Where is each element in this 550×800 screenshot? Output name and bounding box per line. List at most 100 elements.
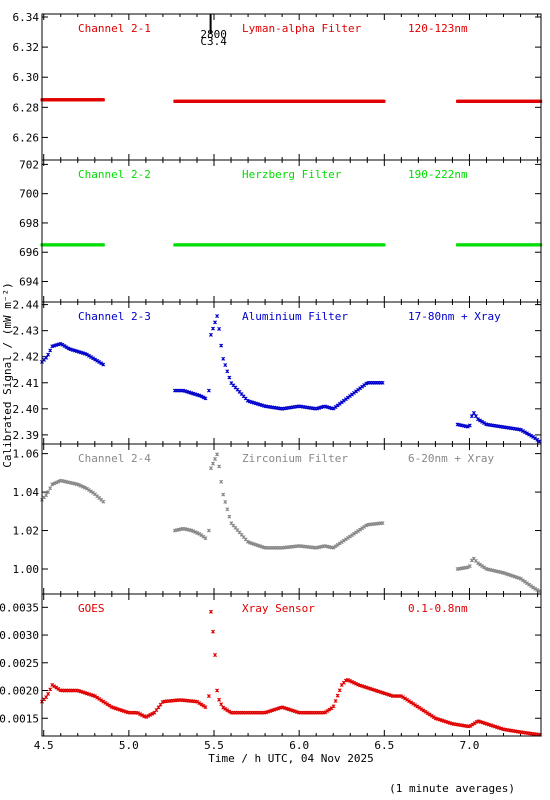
data-point	[206, 694, 211, 699]
data-point	[467, 423, 472, 428]
y-tick-label: 702	[19, 158, 39, 171]
series-segment	[40, 683, 208, 719]
data-point	[99, 698, 104, 703]
data-point	[223, 499, 228, 504]
data-point	[407, 699, 412, 704]
data-point	[403, 696, 408, 701]
data-point	[364, 523, 369, 528]
data-point	[62, 344, 67, 348]
data-point	[227, 375, 232, 380]
data-point	[44, 493, 49, 498]
panel-channel-name: Channel 2-2	[78, 168, 151, 181]
series-segment	[172, 526, 208, 541]
series-segment	[40, 341, 106, 367]
series-segment	[456, 243, 543, 247]
data-point	[76, 482, 81, 487]
y-axis-title: Calibrated Signal / (mW m⁻²)	[1, 282, 14, 467]
data-point	[427, 712, 432, 717]
data-point	[215, 314, 220, 319]
data-point	[206, 528, 211, 533]
data-point	[325, 708, 330, 713]
data-point	[468, 723, 473, 728]
y-tick-label: 6.32	[13, 41, 40, 54]
data-point	[480, 419, 485, 424]
data-point	[219, 702, 224, 707]
data-point	[203, 536, 208, 541]
data-point	[105, 702, 110, 707]
data-point	[527, 432, 532, 437]
x-tick-label: 5.5	[204, 739, 224, 752]
data-point	[191, 529, 196, 534]
panel-band: 17-80nm + Xray	[408, 310, 501, 323]
data-point	[208, 332, 213, 337]
data-point	[66, 346, 71, 351]
data-point	[245, 539, 250, 544]
data-point	[471, 411, 476, 415]
series-segment	[173, 243, 386, 247]
data-point	[206, 388, 211, 393]
data-point	[46, 352, 51, 357]
data-point	[101, 98, 105, 102]
data-point	[99, 361, 104, 366]
series-segment	[40, 243, 105, 247]
data-point	[44, 355, 49, 360]
data-point	[203, 705, 208, 710]
data-point	[405, 697, 410, 702]
y-tick-label: 1.04	[13, 486, 40, 499]
data-point	[520, 429, 525, 433]
data-point	[525, 431, 529, 436]
data-point	[195, 531, 200, 535]
data-point	[478, 418, 482, 423]
data-point	[82, 485, 87, 490]
data-point	[101, 243, 105, 247]
data-point	[97, 696, 102, 701]
data-point	[101, 699, 106, 704]
data-point	[101, 499, 106, 504]
panel-4: 1.06 1.04 1.02 1.00 Channel 2-4 Zirconium Fil…	[13, 444, 541, 594]
series-5	[40, 609, 542, 737]
data-point	[337, 688, 342, 693]
data-point	[103, 700, 108, 705]
data-point	[50, 482, 55, 487]
panel-channel-name: Channel 2-1	[78, 22, 151, 35]
y-tick-label: 6.28	[13, 101, 40, 114]
data-point	[138, 712, 143, 717]
data-point	[64, 345, 69, 350]
panel-3: 2.44 2.43 2.42 2.41 2.40 2.39 Channel 2-3 Alumi…	[13, 299, 541, 444]
panel-band: 0.1-0.8nm	[408, 602, 468, 615]
data-point	[213, 457, 217, 461]
series-segment	[173, 99, 386, 103]
data-point	[78, 483, 83, 488]
data-point	[223, 706, 228, 711]
data-point	[48, 687, 53, 692]
data-point	[331, 704, 336, 709]
data-point	[54, 480, 59, 485]
data-point	[467, 564, 472, 569]
data-point	[199, 394, 204, 399]
y-tick-label: 2.40	[13, 403, 40, 416]
data-point	[201, 395, 206, 400]
x-tick-label: 6.5	[374, 739, 394, 752]
averaging-note: (1 minute averages)	[389, 782, 515, 795]
data-point	[221, 356, 226, 361]
series-3	[40, 314, 542, 444]
flare-marker-class: C3.4	[200, 35, 227, 48]
y-tick-label: 2.39	[13, 429, 40, 442]
data-point	[382, 99, 386, 103]
x-tick-label: 5.0	[119, 739, 139, 752]
data-point	[380, 521, 385, 525]
data-point	[150, 711, 155, 716]
data-point	[380, 380, 385, 385]
data-point	[211, 629, 215, 634]
data-point	[148, 712, 153, 717]
panel-band: 120-123nm	[408, 22, 468, 35]
y-tick-label: 2.42	[13, 351, 40, 364]
panel-frames	[41, 13, 542, 737]
x-tick-label: 4.5	[34, 739, 54, 752]
series-segment	[455, 411, 542, 444]
data-point	[58, 341, 63, 346]
x-axis-title: Time / h UTC, 04 Nov 2025	[208, 752, 374, 765]
x-tick-label: 6.0	[289, 739, 309, 752]
